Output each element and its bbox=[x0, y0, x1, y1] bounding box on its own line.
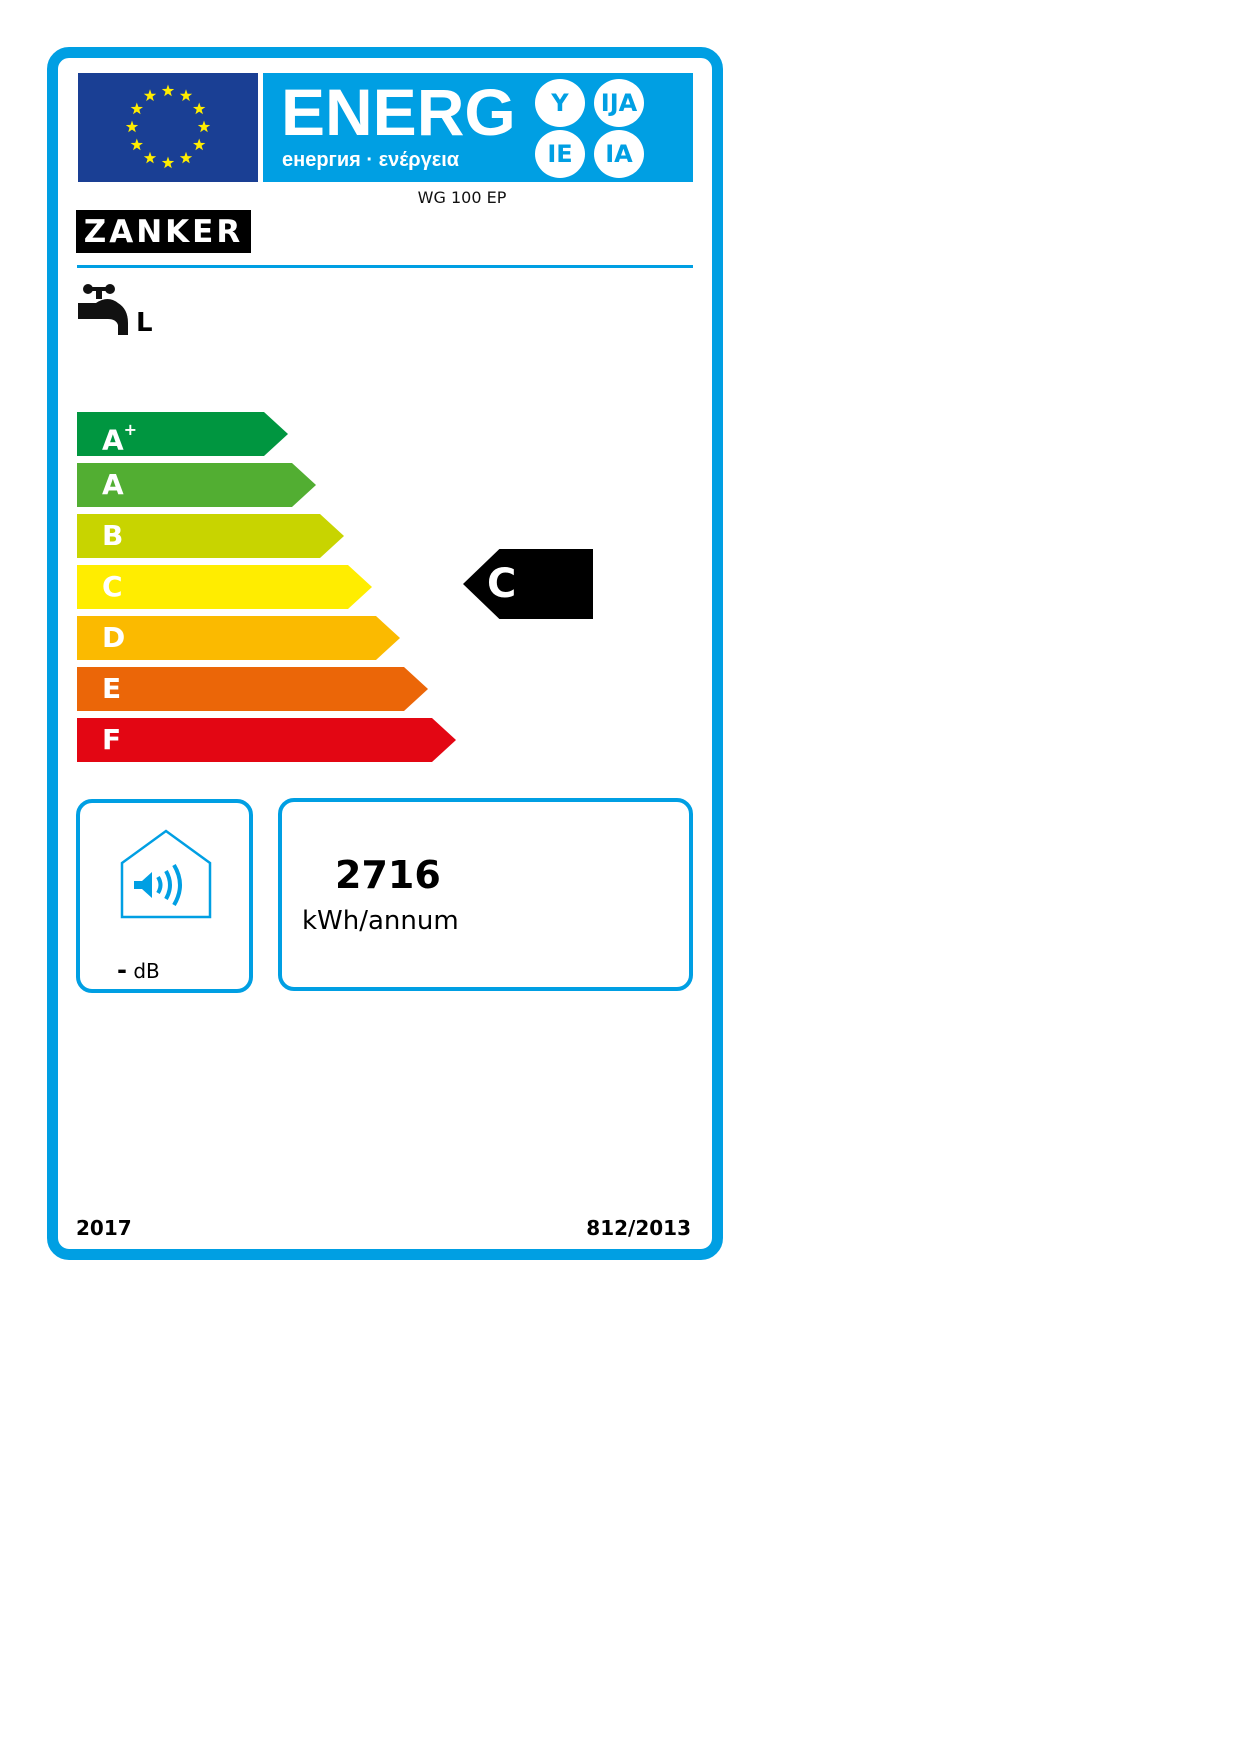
language-badge: IA bbox=[594, 130, 644, 178]
star-icon bbox=[179, 89, 193, 102]
model-name: WG 100 EP bbox=[417, 188, 507, 207]
star-icon bbox=[197, 120, 211, 133]
energy-class-bar: C bbox=[77, 565, 372, 609]
star-icon bbox=[179, 151, 193, 164]
language-badge: Y bbox=[535, 79, 585, 127]
star-icon bbox=[130, 102, 143, 115]
brand-logo: ZANKER bbox=[76, 210, 251, 253]
energy-consumption-unit: kWh/annum bbox=[302, 906, 459, 936]
star-icon bbox=[143, 89, 157, 102]
energy-word: ENERG bbox=[281, 75, 516, 149]
energy-class-bar: D bbox=[77, 616, 400, 660]
star-icon bbox=[193, 102, 206, 115]
label-year: 2017 bbox=[76, 1216, 132, 1240]
regulation-number: 812/2013 bbox=[586, 1216, 691, 1240]
energy-class-sup: + bbox=[123, 420, 138, 439]
star-icon bbox=[130, 138, 143, 151]
energy-class-bar: E bbox=[77, 667, 428, 711]
load-profile: L bbox=[136, 308, 153, 338]
star-icon bbox=[193, 138, 206, 151]
energy-class-bar: A bbox=[77, 463, 316, 507]
star-icon bbox=[161, 156, 175, 169]
eu-flag-icon bbox=[78, 73, 258, 182]
label-frame bbox=[47, 47, 723, 1260]
speaker-house-icon bbox=[120, 829, 212, 925]
energy-class-label: A bbox=[102, 423, 124, 457]
energy-header: ENERG енергия · ενέργεια Y IJA IE IA bbox=[263, 73, 693, 182]
energy-class-label: B bbox=[102, 519, 124, 552]
energy-consumption-value: 2716 bbox=[335, 853, 441, 897]
noise-box bbox=[76, 799, 253, 993]
energy-class-bar: B bbox=[77, 514, 344, 558]
energy-class-label: C bbox=[102, 570, 123, 603]
energy-class-label: E bbox=[102, 672, 122, 705]
language-badge: IJA bbox=[594, 79, 644, 127]
energy-class-bar: F bbox=[77, 718, 456, 762]
energy-class-label: D bbox=[102, 621, 126, 654]
star-icon bbox=[125, 120, 139, 133]
consumption-box bbox=[278, 798, 693, 991]
energy-class-bar: A+ bbox=[77, 412, 288, 456]
energy-subtitle: енергия · ενέργεια bbox=[282, 149, 460, 171]
star-icon bbox=[143, 151, 157, 164]
energy-class-label: A bbox=[102, 468, 124, 501]
divider bbox=[77, 265, 693, 268]
noise-value: - dB bbox=[117, 956, 160, 984]
language-badge: IE bbox=[535, 130, 585, 178]
water-tap-icon bbox=[78, 283, 158, 347]
star-icon bbox=[161, 84, 175, 97]
energy-class-label: F bbox=[102, 723, 122, 756]
